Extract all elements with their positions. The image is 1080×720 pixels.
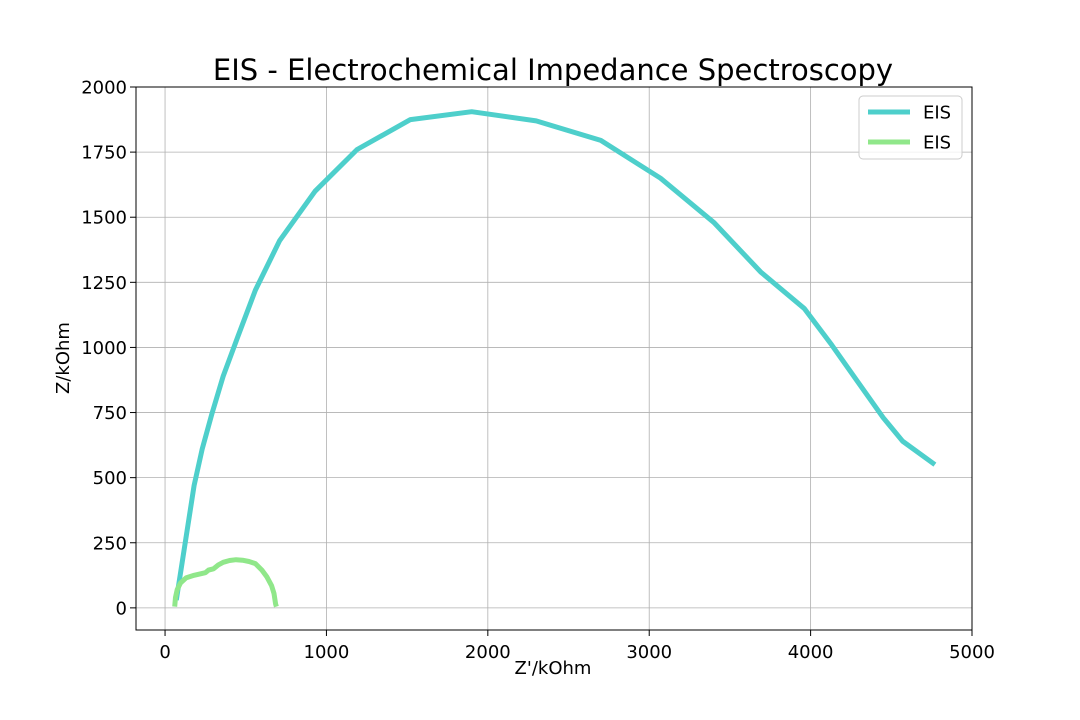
- y-tick-label: 1000: [81, 338, 127, 359]
- x-tick-label: 4000: [788, 642, 834, 663]
- y-axis-label: Z/kOhm: [53, 322, 74, 394]
- y-tick-label: 1500: [81, 208, 127, 229]
- series-line-1: [173, 109, 937, 601]
- y-tick-label: 1750: [81, 143, 127, 164]
- x-tick-label: 0: [159, 642, 170, 663]
- y-tick-label: 1250: [81, 273, 127, 294]
- x-tick-label: 2000: [465, 642, 511, 663]
- y-tick-label: 0: [116, 598, 127, 619]
- x-tick-label: 1000: [304, 642, 350, 663]
- chart-title: EIS - Electrochemical Impedance Spectros…: [213, 53, 893, 87]
- y-tick-label: 500: [93, 468, 127, 489]
- x-tick-label: 5000: [949, 642, 995, 663]
- axis-ticks: 0 1000 2000 3000 4000 5000 0 250 500 750 1000 1250 1…: [81, 78, 995, 664]
- series-layer: [172, 109, 937, 608]
- legend-label-1: EIS: [923, 103, 951, 124]
- series-line-2: [172, 557, 279, 608]
- y-tick-label: 2000: [81, 78, 127, 99]
- x-axis-label: Z'/kOhm: [515, 658, 592, 679]
- legend-label-2: EIS: [923, 133, 951, 154]
- y-tick-label: 250: [93, 533, 127, 554]
- x-tick-label: 3000: [626, 642, 672, 663]
- legend: EIS EIS: [858, 95, 963, 160]
- y-tick-label: 750: [93, 403, 127, 424]
- plot-frame: [135, 86, 973, 631]
